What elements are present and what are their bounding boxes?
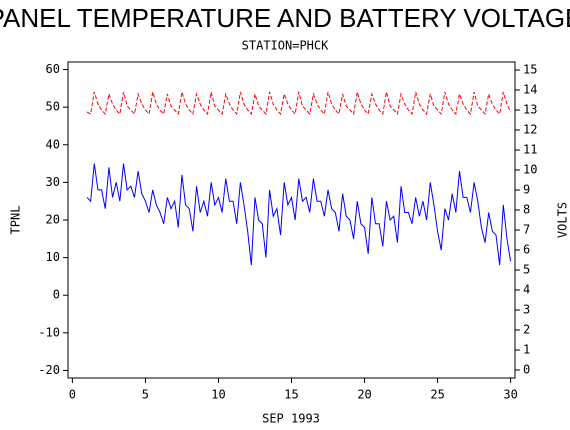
y2-tick-label: 12: [523, 123, 537, 137]
y-tick-label: 30: [46, 175, 60, 189]
y2-tick-label: 2: [523, 323, 530, 337]
y2-tick-label: 13: [523, 103, 537, 117]
y-tick-label: 50: [46, 100, 60, 114]
x-axis-label: SEP 1993: [262, 412, 320, 426]
y-axis-label: TPNL: [9, 206, 23, 235]
y2-tick-label: 8: [523, 203, 530, 217]
y2-tick-label: 15: [523, 63, 537, 77]
y2-tick-label: 4: [523, 283, 530, 297]
x-tick-label: 15: [284, 388, 298, 402]
y2-tick-label: 14: [523, 83, 537, 97]
y2-tick-label: 11: [523, 143, 537, 157]
y-tick-label: 10: [46, 250, 60, 264]
y2-tick-label: 7: [523, 223, 530, 237]
series-line: [86, 91, 512, 116]
x-tick-label: 30: [503, 388, 517, 402]
y2-axis-label: VOLTS: [556, 202, 570, 238]
chart-title: PANEL TEMPERATURE AND BATTERY VOLTAGE: [0, 3, 570, 33]
y2-tick-label: 9: [523, 183, 530, 197]
y2-tick-label: 5: [523, 263, 530, 277]
x-tick-label: 25: [430, 388, 444, 402]
y-tick-label: 60: [46, 62, 60, 76]
y-tick-label: 20: [46, 213, 60, 227]
chart-subtitle: STATION=PHCK: [242, 39, 329, 53]
series-line: [86, 163, 512, 266]
x-tick-label: 20: [357, 388, 371, 402]
y-tick-label: 0: [53, 288, 60, 302]
y2-tick-label: 0: [523, 363, 530, 377]
y-tick-label: 40: [46, 137, 60, 151]
y2-tick-label: 1: [523, 343, 530, 357]
y2-tick-label: 10: [523, 163, 537, 177]
y-tick-label: -20: [38, 363, 60, 377]
y2-tick-label: 3: [523, 303, 530, 317]
x-tick-label: 10: [211, 388, 225, 402]
x-tick-label: 5: [142, 388, 149, 402]
x-tick-label: 0: [69, 388, 76, 402]
y2-tick-label: 6: [523, 243, 530, 257]
y-tick-label: -10: [38, 325, 60, 339]
